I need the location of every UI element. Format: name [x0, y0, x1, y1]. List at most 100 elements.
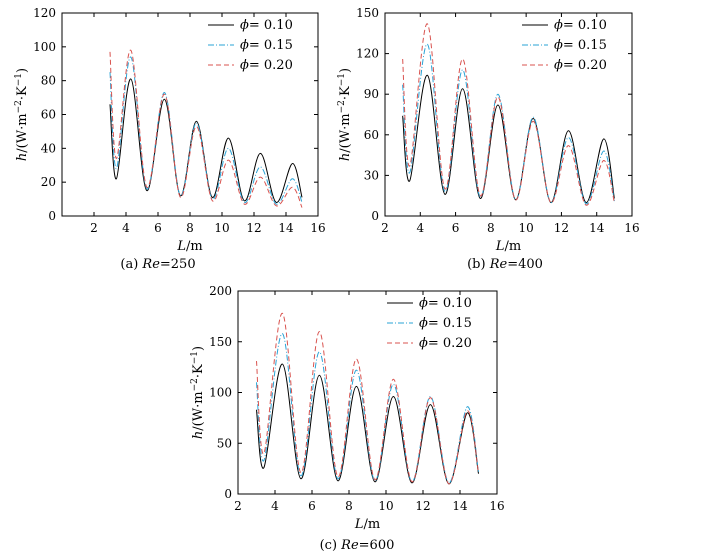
y-axis-label-mid: ·K [338, 86, 353, 100]
legend-entry: ϕ= 0.15 [554, 38, 607, 53]
y-tick-label: 150 [356, 6, 379, 20]
y-axis-label-var: h [191, 431, 206, 439]
y-axis-label-exp: −2 [337, 100, 347, 113]
y-axis-label-unit: /(W·m [191, 391, 206, 430]
x-tick-label: 8 [186, 221, 194, 235]
x-tick-label: 2 [234, 499, 242, 513]
caption-var: Re [141, 257, 160, 272]
legend-symbol: ϕ [240, 38, 249, 53]
x-axis-label-unit: /m [186, 239, 203, 254]
x-tick-label: 14 [278, 221, 294, 235]
legend-entry: ϕ= 0.10 [419, 296, 472, 311]
x-axis-label: L/m [495, 239, 521, 254]
y-axis-label-exp: −2 [14, 100, 24, 113]
y-tick-label: 60 [364, 128, 379, 142]
legend-entry: ϕ= 0.20 [240, 58, 293, 73]
y-axis-label-exp: −1 [337, 73, 347, 86]
y-tick-label: 30 [364, 168, 379, 182]
x-tick-label: 4 [122, 221, 130, 235]
x-axis-label-var: L [495, 239, 505, 254]
legend-label: = 0.20 [249, 58, 293, 73]
legend-symbol: ϕ [419, 296, 428, 311]
x-tick-label: 4 [271, 499, 279, 513]
x-tick-label: 10 [378, 499, 393, 513]
y-tick-label: 200 [209, 284, 232, 298]
chart-panel-2: 2 4 6 8 10 12 14 16 0 30 60 90 120 150 L/m h/(W·m−2·K−1… [337, 6, 640, 272]
legend-entry: ϕ= 0.10 [240, 18, 293, 33]
x-tick-label: 12 [415, 499, 430, 513]
panel-caption: (b) Re=400 [467, 257, 543, 272]
legend-symbol: ϕ [554, 58, 563, 73]
legend-entry: ϕ= 0.20 [419, 336, 472, 351]
legend-symbol: ϕ [240, 58, 249, 73]
y-axis-label-exp: −1 [14, 73, 24, 86]
caption-prefix: (b) [467, 257, 490, 272]
x-axis-label-unit: /m [363, 517, 380, 532]
caption-var: Re [489, 257, 508, 272]
x-tick-label: 12 [246, 221, 261, 235]
y-axis-label-var: h [338, 153, 353, 161]
caption-eq: =400 [507, 257, 543, 272]
legend-label: = 0.10 [563, 18, 607, 33]
legend-label: = 0.20 [428, 336, 472, 351]
x-tick-label: 14 [452, 499, 468, 513]
panel-caption: (a) Re=250 [120, 257, 195, 272]
x-tick-label: 8 [345, 499, 353, 513]
legend-label: = 0.10 [428, 296, 472, 311]
x-tick-label: 6 [308, 499, 316, 513]
y-tick-label: 40 [41, 141, 56, 155]
y-axis-label: h/(W·m−2·K−1) [190, 346, 206, 439]
legend-label: = 0.10 [249, 18, 293, 33]
x-axis-label: L/m [176, 239, 202, 254]
y-tick-label: 60 [41, 108, 56, 122]
y-axis-label-unit: /(W·m [338, 113, 353, 152]
y-tick-label: 100 [33, 40, 56, 54]
y-axis-label-exp: −2 [190, 378, 200, 391]
caption-prefix: (c) [320, 538, 342, 553]
y-tick-label: 120 [356, 47, 379, 61]
y-tick-label: 120 [33, 6, 56, 20]
y-axis-label-close: ) [191, 346, 206, 351]
x-axis-label-unit: /m [504, 239, 521, 254]
x-tick-label: 16 [624, 221, 639, 235]
y-tick-label: 20 [41, 175, 56, 189]
y-axis-label-exp: −1 [190, 351, 200, 364]
x-tick-label: 4 [416, 221, 424, 235]
y-axis-label-unit: /(W·m [15, 113, 30, 152]
legend-symbol: ϕ [554, 38, 563, 53]
x-axis-label-var: L [176, 239, 186, 254]
legend-entry: ϕ= 0.20 [554, 58, 607, 73]
series-line-3 [256, 312, 479, 485]
y-axis-label: h/(W·m−2·K−1) [14, 68, 30, 161]
x-tick-label: 16 [489, 499, 504, 513]
y-tick-label: 100 [209, 386, 232, 400]
legend-symbol: ϕ [419, 316, 428, 331]
plot-frame [384, 12, 633, 217]
y-axis-label-var: h [15, 153, 30, 161]
y-tick-label: 80 [41, 74, 56, 88]
x-tick-label: 6 [452, 221, 460, 235]
legend: ϕ= 0.10ϕ= 0.15ϕ= 0.20 [522, 18, 607, 73]
legend: ϕ= 0.10ϕ= 0.15ϕ= 0.20 [387, 296, 472, 351]
series-line-1 [402, 74, 615, 203]
x-tick-label: 16 [310, 221, 325, 235]
caption-eq: =600 [359, 538, 395, 553]
x-tick-label: 2 [90, 221, 98, 235]
x-tick-label: 6 [154, 221, 162, 235]
legend: ϕ= 0.10ϕ= 0.15ϕ= 0.20 [208, 18, 293, 73]
legend-label: = 0.15 [563, 38, 607, 53]
legend-label: = 0.20 [563, 58, 607, 73]
y-tick-label: 0 [48, 209, 56, 223]
y-tick-label: 150 [209, 335, 232, 349]
legend-symbol: ϕ [419, 336, 428, 351]
y-axis-label-mid: ·K [191, 364, 206, 378]
legend-entry: ϕ= 0.15 [419, 316, 472, 331]
y-tick-label: 0 [224, 487, 232, 501]
chart-panel-1: 2 4 6 8 10 12 14 16 0 20 40 60 80 100 120 L/m h/(W·m−2·K… [14, 6, 326, 272]
y-tick-label: 50 [217, 436, 232, 450]
series-line-1 [109, 78, 303, 203]
series-line-3 [402, 23, 615, 206]
legend-symbol: ϕ [240, 18, 249, 33]
series-line-2 [109, 56, 303, 205]
